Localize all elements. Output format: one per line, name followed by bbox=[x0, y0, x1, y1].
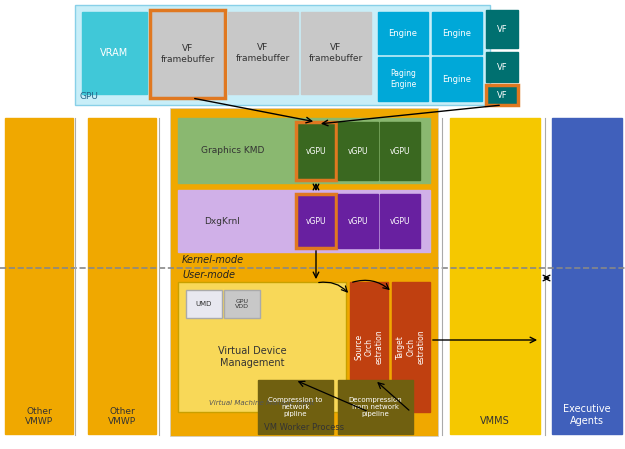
Text: UMD: UMD bbox=[196, 301, 212, 307]
Bar bbox=[338, 194, 378, 248]
Bar bbox=[338, 122, 378, 180]
Text: Graphics KMD: Graphics KMD bbox=[201, 146, 265, 155]
Text: VF
framebuffer: VF framebuffer bbox=[161, 44, 214, 64]
Text: vGPU: vGPU bbox=[348, 146, 368, 155]
Text: Paging
Engine: Paging Engine bbox=[390, 69, 416, 89]
Text: vGPU: vGPU bbox=[306, 146, 326, 155]
Text: Other
VMWP: Other VMWP bbox=[25, 407, 53, 426]
Bar bbox=[178, 190, 430, 252]
Text: Decompression
from network
pipeline: Decompression from network pipeline bbox=[349, 397, 403, 417]
Bar bbox=[178, 282, 346, 412]
Text: Virtual Machine Manage ment: Virtual Machine Manage ment bbox=[209, 400, 315, 406]
Bar bbox=[150, 10, 225, 98]
Text: VF
framebuffer: VF framebuffer bbox=[309, 43, 363, 63]
Text: VF
framebuffer: VF framebuffer bbox=[236, 43, 290, 63]
Text: Engine: Engine bbox=[442, 75, 471, 84]
Text: User-mode: User-mode bbox=[182, 270, 235, 280]
Text: VM Worker Process: VM Worker Process bbox=[264, 423, 344, 432]
Bar bbox=[170, 108, 438, 436]
Text: vGPU: vGPU bbox=[348, 216, 368, 225]
Text: Virtual Device
Management: Virtual Device Management bbox=[217, 346, 286, 368]
Text: VRAM: VRAM bbox=[101, 48, 129, 58]
Bar bbox=[378, 57, 428, 101]
Text: Target
Orch
estration: Target Orch estration bbox=[396, 330, 426, 364]
Bar bbox=[75, 5, 490, 105]
Bar bbox=[486, 85, 518, 105]
Bar bbox=[224, 290, 260, 318]
Bar bbox=[432, 12, 482, 54]
Text: VMMS: VMMS bbox=[480, 416, 510, 426]
Bar bbox=[228, 12, 298, 94]
Bar bbox=[380, 194, 420, 248]
Bar bbox=[432, 57, 482, 101]
Text: vGPU: vGPU bbox=[390, 146, 410, 155]
Bar bbox=[378, 12, 428, 54]
Bar bbox=[486, 52, 518, 82]
Bar bbox=[178, 118, 430, 183]
Bar bbox=[88, 118, 156, 434]
Bar bbox=[450, 118, 540, 434]
Bar bbox=[296, 194, 336, 248]
Bar bbox=[380, 122, 420, 180]
Bar bbox=[186, 290, 222, 318]
Bar bbox=[301, 12, 371, 94]
Text: Source
Orch
estration: Source Orch estration bbox=[354, 330, 384, 364]
Text: VF: VF bbox=[497, 25, 508, 34]
Bar bbox=[338, 380, 413, 434]
Bar bbox=[552, 118, 622, 434]
Text: vGPU: vGPU bbox=[306, 216, 326, 225]
Text: Compression to
network
pipline: Compression to network pipline bbox=[268, 397, 322, 417]
Text: DxgKrnl: DxgKrnl bbox=[204, 216, 240, 225]
Text: vGPU: vGPU bbox=[390, 216, 410, 225]
Bar bbox=[296, 122, 336, 180]
Text: Executive
Agents: Executive Agents bbox=[563, 405, 611, 426]
Text: GPU
VDD: GPU VDD bbox=[235, 299, 249, 309]
Text: Engine: Engine bbox=[442, 28, 471, 38]
Bar bbox=[392, 282, 430, 412]
Text: VF: VF bbox=[497, 62, 508, 71]
Bar bbox=[350, 282, 388, 412]
Bar bbox=[82, 12, 147, 94]
Text: Kernel-mode: Kernel-mode bbox=[182, 255, 244, 265]
Text: Engine: Engine bbox=[389, 28, 418, 38]
Text: GPU: GPU bbox=[79, 92, 98, 101]
Text: Other
VMWP: Other VMWP bbox=[108, 407, 136, 426]
Bar bbox=[5, 118, 73, 434]
Bar bbox=[258, 380, 333, 434]
Text: VF: VF bbox=[497, 91, 508, 100]
Bar bbox=[486, 10, 518, 48]
